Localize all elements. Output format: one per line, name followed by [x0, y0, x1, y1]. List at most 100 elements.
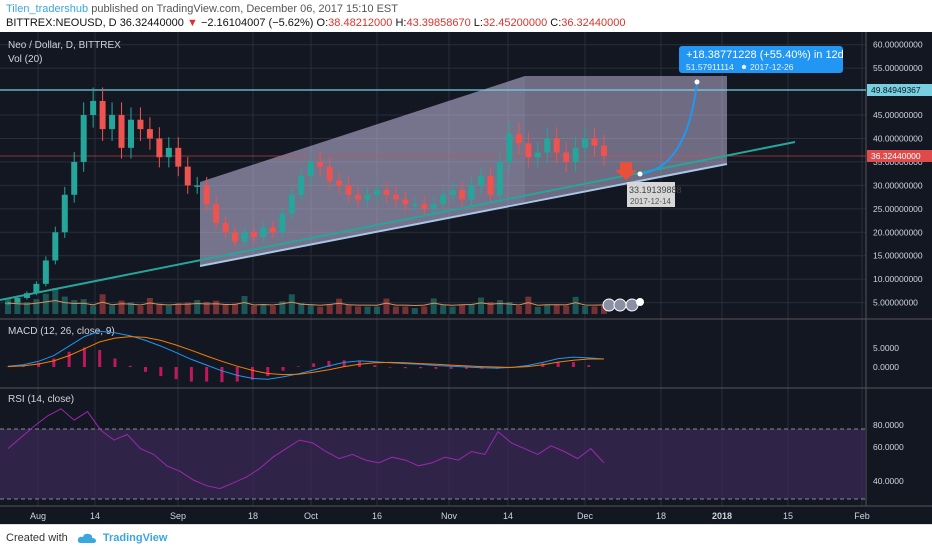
volume-bar: [5, 298, 11, 314]
candle-body: [430, 204, 437, 209]
price-tick-label: 60.00000000: [873, 40, 923, 50]
event-flags[interactable]: [602, 298, 644, 312]
macd-tick-0: 0.0000: [873, 362, 899, 372]
volume-bar: [33, 299, 40, 314]
tradingview-brand[interactable]: TradingView: [102, 532, 168, 544]
volume-bar: [175, 303, 182, 314]
volume-bar: [601, 305, 607, 314]
candle-body: [392, 194, 399, 200]
volume-bar: [525, 296, 532, 314]
candle-body: [42, 260, 49, 284]
macd-hist-bar: [403, 367, 407, 369]
price-tick-label: 5.00000000: [873, 298, 918, 308]
candle-body: [137, 119, 144, 130]
volume-bar: [307, 304, 314, 314]
price-chart[interactable]: +18.38771228 (+55.40%) in 12d 51.5791111…: [0, 32, 932, 524]
macd-hist-bar: [388, 367, 392, 368]
candle-body: [194, 185, 201, 187]
macd-hist-bar: [6, 366, 10, 367]
macd-title: MACD (12, 26, close, 9): [8, 326, 115, 337]
publish-info: Tilen_tradershub published on TradingVie…: [6, 3, 398, 15]
projection-headline: +18.38771228 (+55.40%) in 12d: [686, 49, 844, 61]
candle-body: [563, 152, 570, 162]
rsi-tick-60: 60.0000: [873, 442, 904, 452]
published-text: published on TradingView.com, December 0…: [91, 3, 398, 15]
rsi-band: [0, 429, 866, 499]
candle-body: [203, 185, 210, 205]
projection-curve[interactable]: [639, 81, 698, 175]
macd-hist-bar: [449, 367, 453, 369]
volume-bar: [468, 304, 475, 314]
projection-callout[interactable]: [679, 46, 843, 73]
rsi-tick-80: 80.0000: [873, 420, 904, 430]
candle-body: [355, 194, 362, 200]
volume-bar: [430, 298, 437, 314]
candle-body: [591, 138, 598, 146]
time-tick-label: 18: [248, 511, 258, 521]
macd-hist-bar: [464, 367, 468, 369]
candle-body: [14, 297, 21, 303]
macd-hist-bar: [235, 367, 239, 382]
volume-bar: [298, 303, 305, 314]
low-point-date: 2017-12-14: [630, 197, 671, 206]
volume-bar: [534, 306, 541, 314]
macd-hist-bar: [419, 367, 423, 369]
projection-end-point: [694, 79, 700, 85]
candle-body: [90, 100, 97, 116]
candle-body: [373, 190, 380, 195]
time-axis[interactable]: Aug 14 Sep 18 Oct 16 Nov 14 Dec 18 2018 15 Feb: [30, 511, 870, 521]
volume-bar: [146, 298, 153, 314]
volume-bar: [515, 305, 522, 314]
volume-bar: [241, 296, 248, 314]
resistance-price-tag: [867, 84, 932, 96]
candle-body: [269, 227, 276, 233]
macd-hist-bar: [220, 367, 224, 383]
volume-bar: [449, 306, 456, 314]
low-label: L:: [473, 17, 483, 29]
flag-count-icon[interactable]: [636, 298, 644, 306]
volume-bar: [383, 298, 390, 314]
author-link[interactable]: Tilen_tradershub: [6, 3, 89, 15]
volume-bar: [336, 298, 343, 314]
candle-body: [241, 232, 248, 242]
macd-hist-bar: [342, 360, 346, 367]
candle-body: [80, 115, 87, 162]
volume-bar: [317, 306, 324, 314]
macd-hist-bar: [52, 358, 56, 367]
time-tick-label: Aug: [30, 511, 46, 521]
macd-hist-bar: [174, 367, 178, 380]
candle-body: [71, 161, 78, 195]
candle-body: [99, 100, 106, 130]
macd-hist-bar: [296, 366, 300, 367]
candles-group: [5, 87, 607, 314]
candle-body: [468, 185, 475, 200]
volume-bar: [411, 308, 418, 314]
projection-target: 51.57911114: [686, 62, 734, 72]
volume-bar: [127, 302, 134, 314]
volume-bar: [572, 296, 579, 314]
price-tick-label: 45.00000000: [873, 110, 923, 120]
chart-header: Tilen_tradershub published on TradingVie…: [0, 0, 932, 32]
candle-body: [307, 161, 314, 176]
flag-icon[interactable]: [602, 298, 616, 312]
support-trendline[interactable]: [0, 141, 796, 301]
volume-bar: [364, 306, 371, 314]
macd-hist-bar: [571, 362, 575, 367]
resistance-price: 49.84949367: [871, 85, 921, 95]
low-point-value: 33.19139888: [629, 185, 682, 195]
price-tick-label: 20.00000000: [873, 227, 923, 237]
candle-body: [383, 190, 390, 195]
low-value: 32.45200000: [482, 17, 548, 29]
rsi-title: RSI (14, close): [8, 394, 74, 405]
flag-icon[interactable]: [613, 298, 627, 312]
volume-bar: [109, 305, 116, 314]
candle-body: [175, 147, 182, 167]
footer: Created with TradingView: [0, 524, 932, 551]
volume-bar: [392, 306, 399, 314]
symbol-label: BITTREX:NEOUSD, D: [6, 17, 117, 29]
macd-hist-bar: [327, 360, 331, 367]
ohlc-line: BITTREX:NEOUSD, D 36.32440000 ▼ −2.16104…: [6, 17, 625, 29]
price-tick-label: 55.00000000: [873, 63, 923, 73]
candle-body: [553, 138, 560, 153]
time-tick-label: Oct: [304, 511, 319, 521]
